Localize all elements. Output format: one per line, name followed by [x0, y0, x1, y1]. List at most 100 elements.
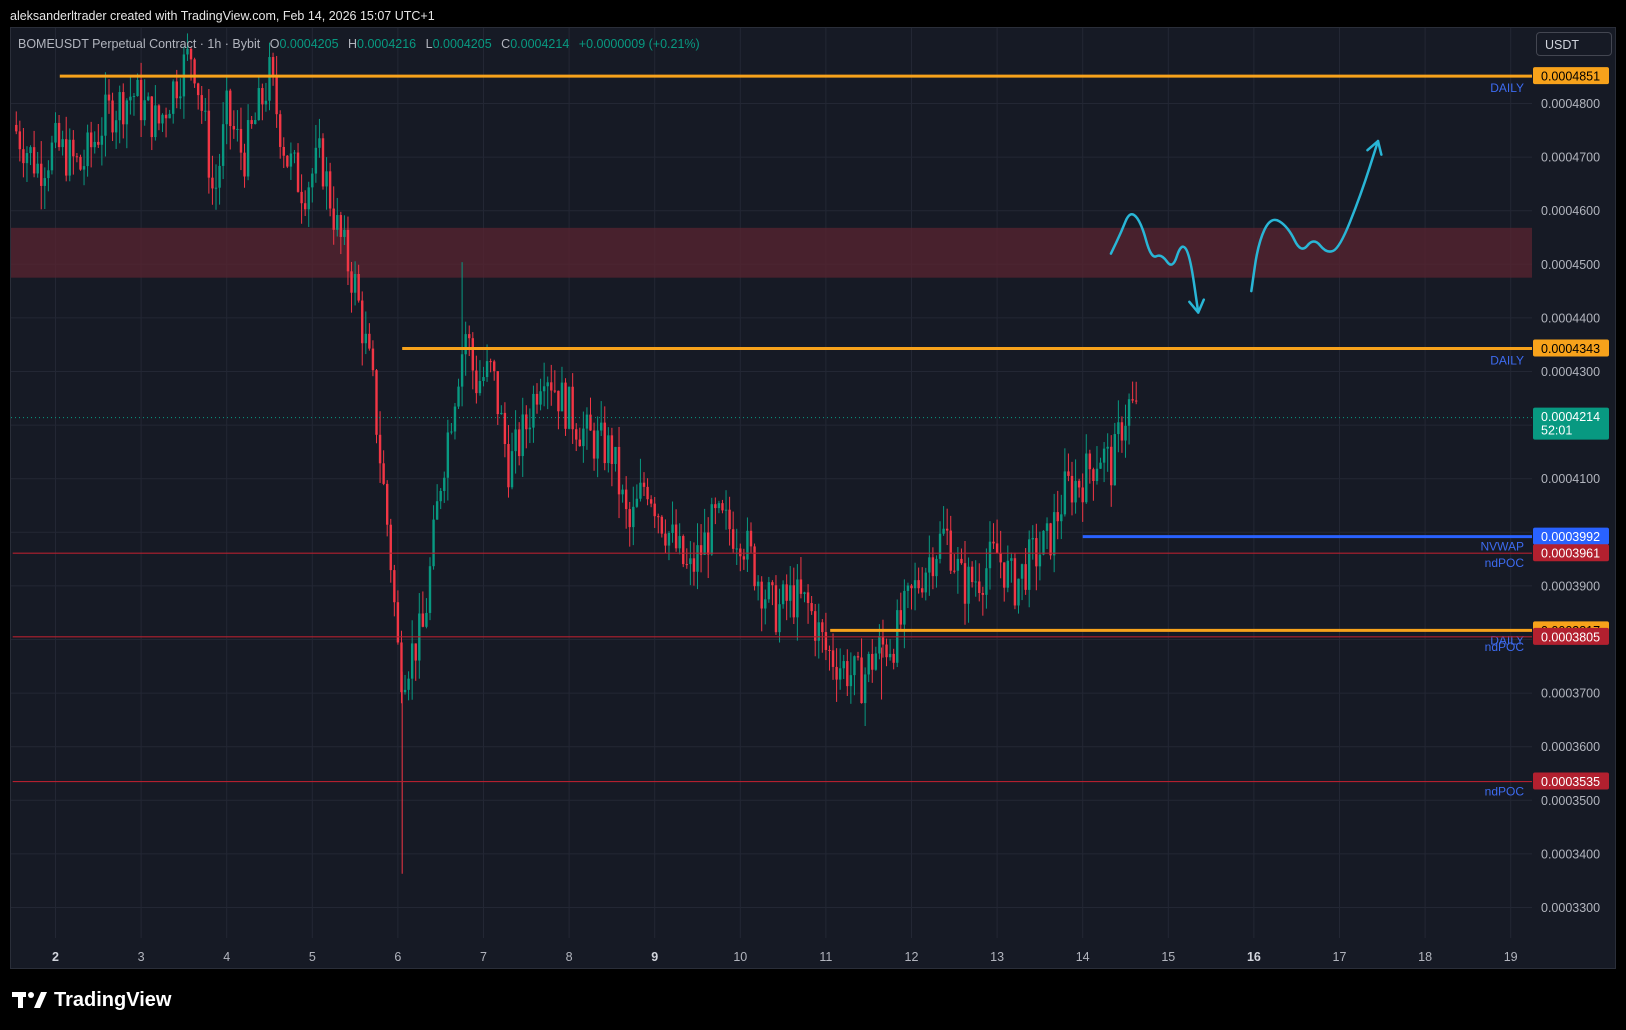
candle-body [114, 120, 118, 133]
open-value: 0.0004205 [279, 37, 339, 51]
candle-body [1127, 399, 1131, 426]
ndpoc-level-3961-price-badge [1533, 544, 1609, 562]
candle-body [903, 590, 906, 625]
candle-body [521, 414, 524, 457]
chart-frame[interactable] [10, 27, 1616, 969]
candle-body [1035, 538, 1038, 567]
projection-drawing-down[interactable] [1109, 213, 1200, 314]
candle-body [321, 138, 325, 187]
candle-body [642, 482, 646, 487]
candle-body [567, 386, 571, 429]
candle-body [589, 414, 592, 431]
candle-body [221, 124, 225, 166]
candle-body [61, 139, 64, 148]
y-axis-tick-label: 0.0004400 [1541, 311, 1600, 325]
candle-body [806, 592, 810, 604]
candle-body [204, 110, 207, 112]
candle-body [721, 503, 724, 511]
candle-body [710, 504, 713, 555]
candle-body [36, 163, 39, 174]
candle-body [885, 644, 888, 658]
nvwap-level-3992-tag: NVWAP [1480, 540, 1524, 554]
candle-body [517, 429, 521, 457]
open-key: O [269, 37, 280, 51]
candle-body [564, 382, 567, 429]
candle-body [871, 653, 874, 670]
chart-attribution: aleksanderltrader created with TradingVi… [10, 9, 435, 23]
x-axis-tick-label: 12 [905, 950, 919, 964]
candle-body [18, 131, 22, 150]
last-price-label: 0.0004214 [1541, 410, 1600, 424]
candle-body [257, 88, 260, 121]
candle-body [682, 536, 685, 565]
candle-body [575, 429, 578, 440]
y-axis-tick-label: 0.0004600 [1541, 204, 1600, 218]
change-value: +0.0000009 (+0.21%) [578, 37, 700, 51]
candle-body [717, 503, 721, 509]
candle-body [336, 215, 339, 230]
candle-body [261, 88, 264, 105]
resistance-zone [11, 227, 1532, 278]
candle-body [764, 599, 767, 609]
candle-body [699, 545, 703, 555]
candle-body [275, 77, 278, 115]
candle-body [514, 429, 517, 452]
candle-body [471, 338, 474, 371]
candle-body [799, 579, 803, 594]
candle-body [89, 132, 93, 148]
candle-body [746, 530, 749, 560]
candle-body [328, 171, 332, 209]
symbol-name[interactable]: BOMEUSDT Perpetual Contract · 1h · Bybit [18, 37, 261, 51]
candle-body [1060, 514, 1063, 522]
candle-body [196, 83, 200, 96]
candle-body [93, 141, 96, 148]
candle-body [824, 632, 828, 650]
candle-body [749, 530, 753, 547]
candle-body [771, 582, 774, 586]
candle-body [432, 519, 435, 567]
candle-body [988, 541, 992, 569]
candle-body [439, 490, 442, 502]
candle-body [1113, 434, 1116, 486]
candle-body [346, 229, 350, 272]
candle-body [353, 274, 357, 293]
candle-body [493, 361, 496, 372]
candle-body [1081, 487, 1084, 503]
candle-body [325, 171, 328, 187]
y-axis-tick-label: 0.0004100 [1541, 472, 1600, 486]
y-axis-tick-label: 0.0003700 [1541, 687, 1600, 701]
candle-body [225, 90, 228, 125]
currency-selector[interactable]: USDT [1536, 32, 1612, 56]
candle-body [303, 203, 307, 210]
candle-body [910, 585, 913, 589]
candle-body [967, 566, 970, 604]
candle-body [207, 110, 211, 178]
candle-body [25, 153, 29, 164]
candle-body [1106, 446, 1109, 449]
candle-body [592, 430, 596, 459]
candle-body [179, 96, 182, 99]
candle-body [867, 653, 870, 675]
candle-body [963, 563, 967, 604]
candle-body [1042, 530, 1045, 555]
projection-drawing-up[interactable] [1250, 139, 1380, 293]
x-axis-tick-label: 4 [223, 950, 230, 964]
candle-body [86, 132, 89, 167]
candle-body [949, 530, 952, 571]
candle-body [628, 509, 631, 528]
high-value: 0.0004216 [357, 37, 417, 51]
candle-body [68, 139, 71, 176]
candle-body [550, 382, 553, 391]
candle-body [246, 120, 250, 177]
candle-body [40, 163, 43, 186]
candle-body [200, 95, 203, 111]
candle-body [1085, 453, 1088, 503]
high-key: H [348, 37, 358, 51]
candle-body [496, 371, 499, 415]
candle-body [97, 141, 100, 145]
ndpoc-level-3805-price-badge [1533, 627, 1609, 645]
candle-body [624, 489, 628, 510]
x-axis-tick-label: 19 [1504, 950, 1518, 964]
candle-body [435, 501, 439, 520]
